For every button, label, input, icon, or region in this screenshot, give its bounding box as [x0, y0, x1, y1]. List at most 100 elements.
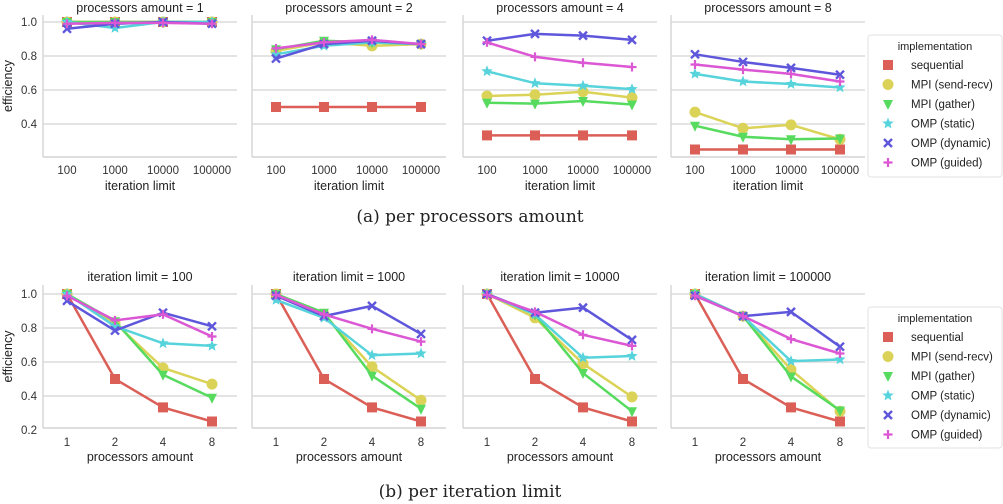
star-marker — [626, 350, 638, 361]
star-marker — [415, 347, 427, 359]
data-point — [207, 19, 217, 29]
circle-marker — [882, 351, 894, 362]
triangle-marker — [786, 135, 796, 146]
data-point — [578, 369, 588, 380]
square-marker — [416, 102, 426, 112]
data-point — [271, 102, 281, 112]
x-axis-label: processors amount — [87, 450, 194, 464]
triangle-marker — [207, 393, 217, 404]
x-tick-label: 4 — [160, 437, 167, 449]
legend-label: OMP (static) — [911, 391, 975, 403]
x-tick-label: 10000 — [567, 165, 599, 177]
series-line — [65, 293, 213, 423]
legend-label: sequential — [911, 60, 963, 72]
data-point — [529, 77, 541, 89]
series-omp-dynamic — [482, 29, 637, 46]
x-tick-label: 8 — [209, 437, 215, 449]
plus-marker — [883, 430, 893, 439]
legend-marker — [882, 389, 894, 401]
legend-marker — [883, 100, 893, 110]
data-point — [530, 29, 540, 39]
data-point — [62, 23, 72, 34]
data-point — [626, 391, 638, 403]
panel-4: processors amount = 8 100 1000 10000 100000 i… — [670, 1, 865, 193]
square-marker — [416, 416, 426, 427]
data-point — [207, 393, 217, 404]
series-line — [486, 70, 633, 91]
legend-label: MPI (gather) — [911, 99, 975, 111]
star-marker — [785, 78, 797, 89]
x-marker — [883, 138, 893, 148]
data-point — [785, 355, 797, 366]
data-point — [785, 78, 797, 89]
x-axis-label: processors amount — [296, 450, 403, 464]
plus-marker — [835, 349, 845, 358]
plus-marker — [883, 158, 893, 167]
triangle-marker — [786, 372, 796, 383]
plus-marker — [110, 18, 120, 28]
data-point — [367, 102, 377, 112]
panel-5: iteration limit = 100 1 2 4 8 processors amou… — [1, 270, 237, 464]
data-point — [530, 130, 540, 141]
square-marker — [530, 374, 540, 384]
data-point — [786, 144, 796, 155]
plus-marker — [158, 309, 168, 319]
data-point — [689, 106, 701, 118]
data-point — [416, 39, 426, 49]
data-point — [158, 18, 168, 28]
data-point — [530, 374, 540, 384]
square-marker — [786, 402, 796, 413]
plus-marker — [690, 291, 700, 301]
star-marker — [577, 79, 589, 91]
data-point — [157, 337, 169, 349]
x-tick-label: 4 — [788, 437, 795, 449]
x-axis-label: iteration limit — [733, 179, 804, 193]
panel-title: iteration limit = 100 — [87, 270, 192, 284]
data-point — [738, 374, 748, 384]
triangle-marker — [530, 99, 540, 110]
series-mpi-gather — [482, 97, 637, 111]
data-point — [627, 341, 637, 351]
y-tick-label: 1.0 — [21, 289, 37, 301]
square-marker — [158, 402, 168, 413]
data-point — [786, 334, 796, 344]
triangle-marker — [416, 404, 426, 415]
data-point — [785, 119, 797, 131]
x-marker — [627, 35, 637, 45]
y-tick-label: 0.4 — [21, 119, 38, 131]
triangle-marker — [627, 100, 637, 111]
x-tick-label: 100 — [477, 165, 496, 177]
series-omp-guided — [690, 60, 845, 86]
panel-title: iteration limit = 100000 — [705, 270, 831, 284]
legend-marker — [883, 138, 893, 148]
data-point — [834, 81, 846, 93]
panel-2: processors amount = 2 100 1000 10000 100000 i… — [251, 1, 446, 193]
star-marker — [834, 81, 846, 93]
circle-marker — [737, 122, 749, 134]
star-marker — [577, 351, 589, 363]
star-marker — [109, 22, 121, 33]
data-point — [578, 97, 588, 108]
plus-marker — [578, 330, 588, 340]
x-tick-label: 4 — [369, 437, 376, 449]
legend-label: OMP (guided) — [911, 430, 983, 442]
star-marker — [785, 355, 797, 366]
series-omp-dynamic — [690, 49, 845, 80]
legend-label: MPI (send-recv) — [911, 352, 993, 364]
legend-label: OMP (guided) — [911, 158, 983, 170]
x-marker — [367, 301, 377, 311]
panel-title: processors amount = 2 — [285, 1, 413, 15]
star-marker — [529, 77, 541, 89]
series-omp-static — [689, 67, 846, 93]
y-tick-label: 0.2 — [21, 425, 37, 437]
data-point — [319, 374, 329, 384]
series-line — [486, 293, 633, 348]
data-point — [578, 130, 588, 141]
series-line — [693, 293, 841, 423]
series-mpi-send-recv — [689, 106, 846, 145]
data-point — [626, 83, 638, 94]
x-tick-label: 1000 — [311, 165, 337, 177]
data-point — [109, 320, 121, 332]
data-point — [834, 353, 846, 365]
panel-title: processors amount = 4 — [496, 1, 624, 15]
